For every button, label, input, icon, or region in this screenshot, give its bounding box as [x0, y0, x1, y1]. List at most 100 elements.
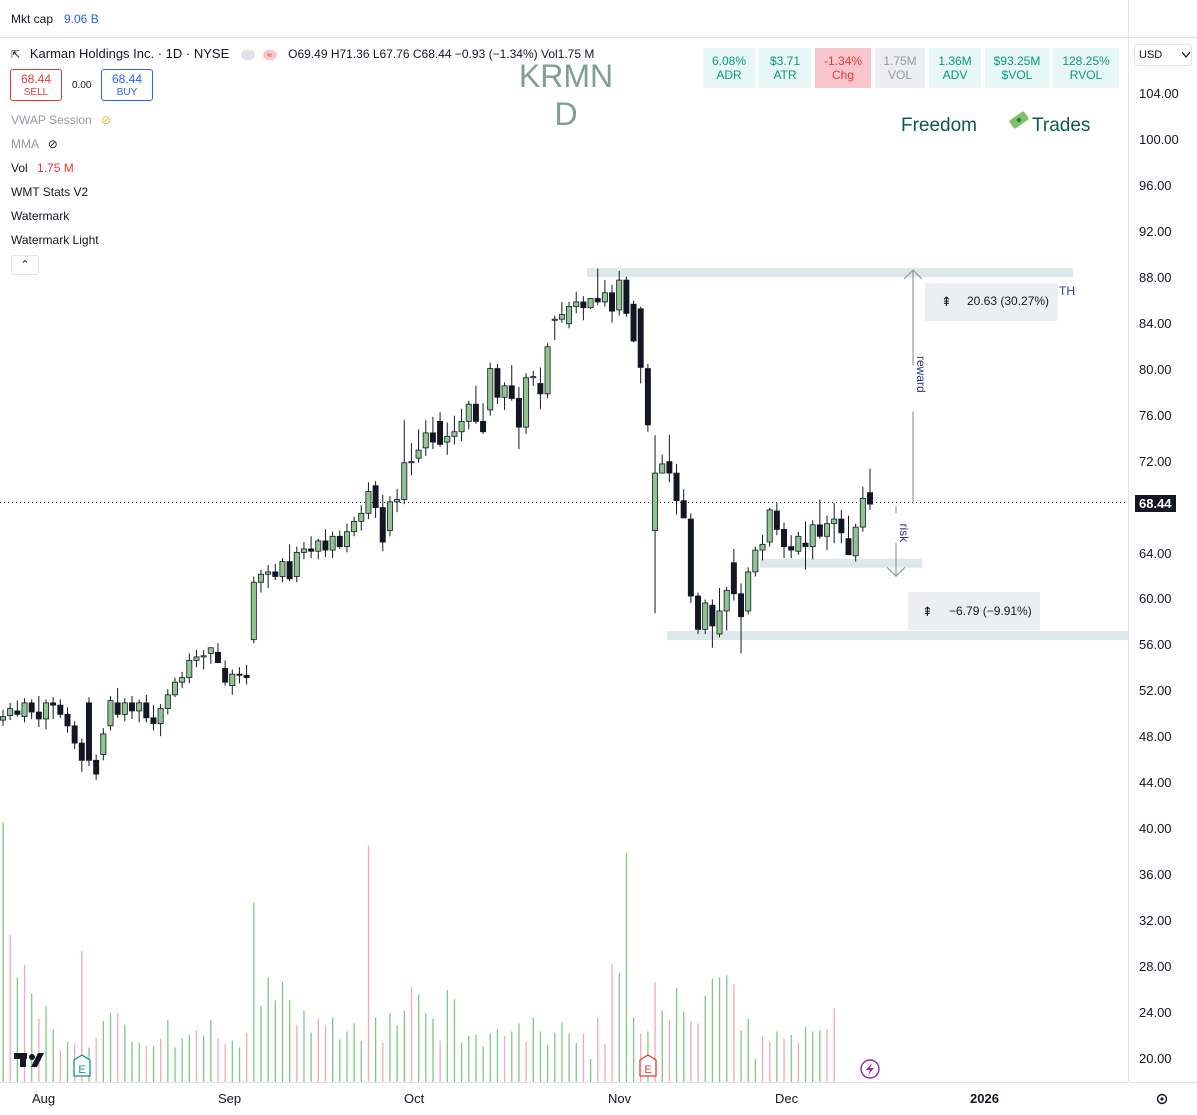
candle — [179, 671, 186, 688]
volume-bar — [167, 1019, 169, 1082]
candle — [867, 468, 873, 510]
support-zone[interactable] — [667, 631, 1128, 641]
volume-bar — [833, 1008, 835, 1082]
stat-label: Chg — [831, 68, 854, 82]
time-axis[interactable]: Aug Sep Oct Nov Dec 2026 — [0, 1082, 1128, 1115]
volume-bar — [761, 1036, 764, 1082]
earnings-badge[interactable]: E — [73, 1054, 91, 1077]
indicator-wmt[interactable]: WMT Stats V2 — [11, 185, 89, 199]
volume-bar — [16, 977, 19, 1082]
position-tool-layer[interactable] — [0, 268, 1128, 641]
time-tick: Dec — [775, 1091, 799, 1106]
hidden-eye-icon[interactable]: ⊘ — [47, 137, 58, 151]
vol-label: Vol — [11, 161, 28, 175]
indicator-mma[interactable]: MMA ⊘ — [11, 137, 58, 151]
candle — [494, 363, 501, 405]
volume-bar — [31, 993, 33, 1082]
wave-icon[interactable]: ≈ — [262, 49, 277, 60]
volume-bar — [403, 1010, 405, 1082]
volume-bar — [475, 1034, 477, 1082]
indicator-vol[interactable]: Vol 1.75 M — [11, 161, 74, 175]
eye-toggle-icon[interactable] — [240, 49, 255, 60]
volume-bar — [231, 1040, 233, 1082]
candle — [107, 695, 114, 731]
volume-bar — [611, 963, 613, 1082]
candle — [136, 699, 143, 723]
chart-canvas[interactable]: KRMN D Freedom Trades reward risk ⇞ 20.63 (… — [0, 38, 1128, 1082]
price-tick: 20.00 — [1139, 1051, 1172, 1066]
tradingview-logo-icon[interactable] — [14, 1053, 44, 1067]
candle — [422, 420, 429, 456]
vol-value: 1.75 M — [37, 161, 74, 175]
volume-bar — [640, 1033, 642, 1082]
candle — [214, 643, 221, 664]
stat-value: 1.36M — [938, 54, 972, 68]
candle — [630, 300, 637, 343]
stop-zone[interactable] — [760, 558, 922, 568]
currency-select[interactable]: USD — [1134, 44, 1192, 66]
volume-bar — [518, 1023, 520, 1082]
settings-gear-icon[interactable] — [1155, 1092, 1169, 1106]
volume-bar — [733, 984, 735, 1082]
sell-button[interactable]: 68.44 SELL — [10, 69, 62, 101]
chart-pane[interactable]: KRMN D Freedom Trades reward risk ⇞ 20.63 (… — [0, 38, 1129, 1082]
price-tick: 32.00 — [1139, 913, 1172, 929]
candle — [243, 664, 250, 685]
indicator-watermark-light[interactable]: Watermark Light — [11, 233, 99, 247]
indicator-vwap[interactable]: VWAP Session ⊘ — [11, 113, 111, 127]
volume-bar — [152, 1046, 155, 1082]
candle — [322, 529, 329, 557]
time-tick: Sep — [218, 1091, 242, 1106]
candle — [365, 482, 372, 520]
candles-layer — [0, 268, 873, 780]
volume-bar — [511, 1031, 513, 1082]
volume-bar — [525, 1041, 527, 1082]
stop-info-box[interactable]: ⇞ −6.79 (−9.91%) — [908, 592, 1040, 630]
candle — [50, 697, 57, 719]
indicator-watermark[interactable]: Watermark — [11, 209, 70, 223]
target-info-box[interactable]: ⇞ 20.63 (30.27%) — [925, 283, 1058, 321]
buy-button[interactable]: 68.44 BUY — [101, 69, 153, 101]
volume-bar — [81, 951, 83, 1082]
volume-bar — [274, 1000, 276, 1082]
volume-bar — [188, 1034, 190, 1082]
axis-corner[interactable] — [1129, 1082, 1197, 1115]
volume-bar — [339, 1039, 341, 1082]
candle — [451, 415, 458, 445]
candle — [637, 306, 644, 384]
volume-bar — [145, 1046, 148, 1082]
target-zone[interactable] — [587, 268, 1073, 278]
candle — [458, 408, 465, 441]
volume-bar — [281, 982, 284, 1082]
earnings-badge[interactable]: E — [639, 1054, 657, 1077]
volume-bar — [367, 845, 370, 1082]
spread-value: 0.00 — [72, 80, 92, 91]
volume-bar — [2, 822, 4, 1082]
price-tick: 28.00 — [1139, 959, 1172, 975]
symbol-title[interactable]: Karman Holdings Inc. · 1D · NYSE — [29, 46, 230, 61]
candle — [795, 531, 802, 555]
volume-bar — [109, 1013, 112, 1082]
last-price-tag: 68.44 — [1135, 494, 1176, 512]
collapse-arrow-icon[interactable]: ⇱ — [11, 49, 21, 61]
stat-chg: -1.34% Chg — [815, 48, 871, 88]
candle — [773, 501, 780, 536]
candle — [315, 538, 322, 560]
candle — [229, 669, 236, 695]
candle — [150, 705, 157, 731]
hidden-eye-icon[interactable]: ⊘ — [101, 113, 112, 127]
volume-bar — [797, 1042, 800, 1082]
volume-bar — [138, 1042, 140, 1082]
chevron-up-icon[interactable]: ⌃ — [11, 255, 39, 275]
buy-label: BUY — [116, 87, 138, 98]
price-axis[interactable]: USD 104.00 100.00 96.00 92.00 88.00 84.00 80.0… — [1129, 38, 1197, 1082]
price-tick: 80.00 — [1139, 361, 1172, 377]
volume-bar — [460, 1042, 463, 1082]
time-tick: Oct — [404, 1091, 425, 1106]
candle — [336, 530, 343, 549]
volume-bar — [503, 1036, 506, 1082]
watermark-ticker: KRMN — [519, 58, 613, 94]
lightning-badge-icon[interactable] — [860, 1059, 880, 1079]
symbol-legend[interactable]: ⇱ Karman Holdings Inc. · 1D · NYSE ≈ O69… — [11, 46, 594, 61]
volume-bar — [697, 1023, 699, 1082]
